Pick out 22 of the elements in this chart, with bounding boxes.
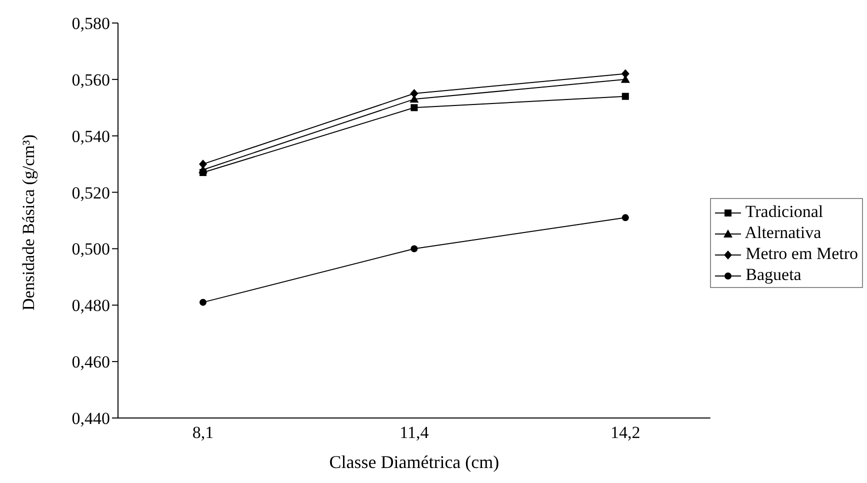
y-tick-label: 0,440 xyxy=(72,409,110,428)
y-tick-label: 0,560 xyxy=(72,70,110,90)
y-tick-label: 0,520 xyxy=(72,183,110,202)
legend-label: Metro em Metro xyxy=(744,243,858,264)
y-tick-label: 0,580 xyxy=(72,14,110,34)
point xyxy=(200,298,206,306)
y-tick-label: 0,540 xyxy=(72,126,110,146)
point xyxy=(622,214,629,222)
legend-label: Alternativa xyxy=(744,222,822,243)
point xyxy=(410,245,418,252)
y-axis-title: Densidade Básica (g/cm³) xyxy=(19,134,38,310)
x-axis-title: Classe Diamétrica (cm) xyxy=(329,452,500,472)
point xyxy=(622,92,629,100)
x-tick-label: 14,2 xyxy=(610,423,640,442)
point xyxy=(410,104,418,112)
legend-label: Bagueta xyxy=(744,264,802,285)
legend-label: Tradicional xyxy=(744,201,824,222)
y-tick-label: 0,460 xyxy=(72,352,110,372)
x-tick-label: 11,4 xyxy=(400,423,430,442)
y-tick-label: 0,500 xyxy=(72,240,110,259)
x-tick-label: 8,1 xyxy=(192,423,214,442)
y-tick-label: 0,480 xyxy=(72,296,110,316)
